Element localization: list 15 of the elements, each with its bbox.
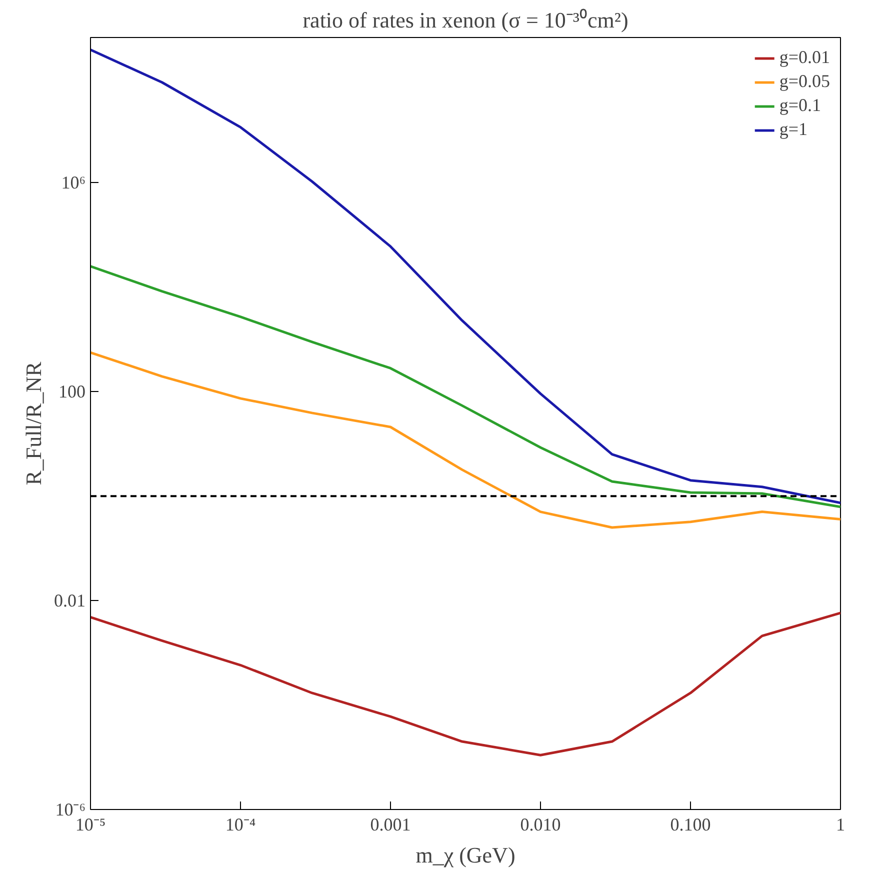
x-tick-label: 0.010 — [520, 814, 561, 834]
x-tick-label: 1 — [836, 814, 845, 834]
x-tick-label: 10⁻⁴ — [225, 814, 256, 834]
x-tick-label: 0.001 — [370, 814, 411, 834]
y-tick-label: 100 — [58, 382, 86, 402]
legend-label: g=0.01 — [779, 47, 830, 68]
legend-label: g=0.1 — [779, 95, 821, 116]
y-axis-title: R_Full/R_NR — [21, 361, 46, 486]
y-tick-label: 10⁶ — [61, 172, 86, 193]
legend-label: g=0.05 — [779, 71, 830, 92]
chart-title: ratio of rates in xenon (σ = 10⁻³⁰cm²) — [302, 8, 628, 32]
x-tick-label: 0.100 — [670, 814, 711, 834]
y-tick-label: 0.01 — [54, 590, 86, 611]
legend-label: g=1 — [779, 119, 808, 140]
x-axis-title: m_χ (GeV) — [416, 842, 516, 868]
